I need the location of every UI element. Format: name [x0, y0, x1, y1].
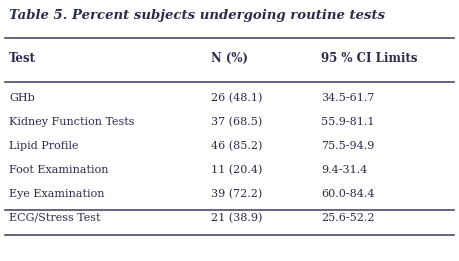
Text: 46 (85.2): 46 (85.2)	[211, 141, 263, 151]
Text: 55.9-81.1: 55.9-81.1	[321, 117, 375, 127]
Text: Eye Examination: Eye Examination	[9, 189, 105, 199]
Text: 37 (68.5): 37 (68.5)	[211, 117, 263, 127]
Text: 25.6-52.2: 25.6-52.2	[321, 213, 375, 223]
Text: 9.4-31.4: 9.4-31.4	[321, 165, 368, 175]
Text: 60.0-84.4: 60.0-84.4	[321, 189, 375, 199]
Text: GHb: GHb	[9, 93, 35, 103]
Text: Test: Test	[9, 52, 36, 65]
Text: 75.5-94.9: 75.5-94.9	[321, 141, 375, 151]
Text: 21 (38.9): 21 (38.9)	[211, 213, 263, 223]
Text: Lipid Profile: Lipid Profile	[9, 141, 78, 151]
Text: 26 (48.1): 26 (48.1)	[211, 93, 263, 103]
Text: 95 % CI Limits: 95 % CI Limits	[321, 52, 418, 65]
Text: 34.5-61.7: 34.5-61.7	[321, 93, 375, 103]
Text: Kidney Function Tests: Kidney Function Tests	[9, 117, 134, 127]
Text: Table 5. Percent subjects undergoing routine tests: Table 5. Percent subjects undergoing rou…	[9, 9, 385, 22]
Text: ECG/Stress Test: ECG/Stress Test	[9, 213, 101, 223]
Text: Foot Examination: Foot Examination	[9, 165, 109, 175]
Text: 11 (20.4): 11 (20.4)	[211, 165, 263, 175]
Text: N (%): N (%)	[211, 52, 248, 65]
Text: 39 (72.2): 39 (72.2)	[211, 189, 263, 199]
